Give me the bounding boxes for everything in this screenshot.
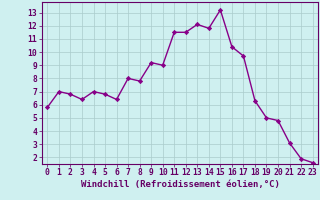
X-axis label: Windchill (Refroidissement éolien,°C): Windchill (Refroidissement éolien,°C) [81, 180, 279, 189]
